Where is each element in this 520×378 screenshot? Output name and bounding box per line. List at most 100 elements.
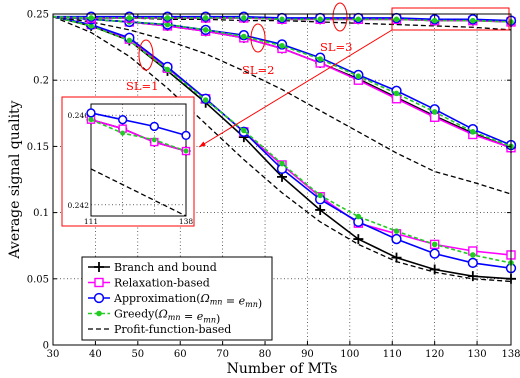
legend-label: Profit-function-based bbox=[114, 323, 231, 336]
legend-label: Greedy(Ωmn = emn) bbox=[114, 308, 220, 326]
series-point-greedy bbox=[355, 16, 362, 23]
sl-label-2: SL=2 bbox=[242, 63, 274, 77]
y-tick-label: 0.05 bbox=[27, 274, 49, 285]
sl1-ellipse bbox=[138, 39, 154, 71]
x-tick-label: 80 bbox=[259, 349, 272, 360]
x-tick-label: 30 bbox=[47, 349, 60, 360]
series-point-greedy bbox=[202, 15, 209, 21]
x-tick-label: 130 bbox=[468, 349, 487, 360]
series-point-greedy bbox=[241, 15, 247, 21]
y-tick-label: 0.2 bbox=[33, 76, 49, 87]
legend: Branch and bound Relaxation-based Approxim… bbox=[81, 256, 273, 341]
series-point-approx bbox=[391, 233, 402, 245]
legend-formula-part: mn bbox=[203, 316, 216, 325]
inset-series-point-approx bbox=[181, 130, 191, 141]
series-point-greedy bbox=[279, 160, 285, 167]
sl-label-1: SL=1 bbox=[126, 79, 158, 93]
legend-label-text: Relaxation-based bbox=[114, 277, 210, 290]
inset-series-point-approx bbox=[149, 121, 159, 132]
zoom-inset: 0.246 0.242 111 138 bbox=[61, 29, 393, 227]
y-tick-label: 0.15 bbox=[27, 142, 49, 153]
series-point-greedy bbox=[241, 33, 247, 40]
series-point-greedy bbox=[202, 97, 209, 103]
legend-formula-part: e bbox=[239, 295, 246, 308]
legend-formula-part: ( bbox=[196, 292, 200, 305]
series-point-greedy bbox=[88, 15, 94, 21]
series-point-approx bbox=[467, 257, 478, 269]
legend-formula-part: Ω bbox=[200, 292, 210, 305]
series-point-greedy bbox=[470, 252, 476, 258]
series-point-greedy bbox=[431, 17, 438, 24]
inset-plot-frame bbox=[90, 103, 187, 217]
series-point-bb bbox=[315, 204, 326, 215]
legend-label-text: Approximation bbox=[113, 292, 196, 305]
series-point-greedy bbox=[317, 16, 323, 23]
legend-formula-part: mn bbox=[210, 298, 223, 307]
legend-marker-approx bbox=[93, 292, 105, 304]
plot-frame bbox=[52, 13, 512, 346]
series-point-greedy bbox=[126, 15, 133, 21]
series-point-greedy bbox=[393, 90, 400, 97]
inset-y-tick-label: 0.246 bbox=[68, 111, 90, 120]
legend-box bbox=[81, 256, 273, 341]
legend-formula-part: mn bbox=[168, 313, 181, 322]
legend-marker-bb bbox=[94, 262, 104, 272]
zoom-arrow bbox=[198, 29, 393, 148]
series-point-greedy bbox=[431, 109, 438, 115]
x-tick-label: 90 bbox=[301, 349, 314, 360]
axis-ticks: 30 40 50 60 70 80 90 100 110 120 130 138 0 0.05 0.1 0.1… bbox=[27, 10, 520, 361]
legend-formula-part: = bbox=[181, 310, 197, 323]
y-tick-label: 0 bbox=[43, 341, 49, 352]
series-point-greedy bbox=[317, 56, 323, 62]
sl2-ellipse bbox=[250, 23, 266, 53]
legend-formula-part: e bbox=[197, 310, 204, 323]
series-point-bb bbox=[353, 234, 364, 245]
legend-formula-part: ) bbox=[216, 313, 220, 326]
series-point-bb bbox=[429, 264, 440, 275]
plot-series bbox=[52, 11, 517, 284]
series-point-greedy bbox=[126, 37, 133, 44]
series-point-greedy bbox=[202, 27, 209, 33]
y-tick-label: 0.25 bbox=[27, 10, 49, 21]
series-group-sl-1 bbox=[52, 15, 517, 284]
legend-formula-part: ) bbox=[258, 297, 262, 310]
series-point-greedy bbox=[279, 42, 285, 49]
inset-series-point-greedy bbox=[151, 137, 157, 143]
x-tick-label: 138 bbox=[501, 349, 520, 360]
x-tick-label: 60 bbox=[174, 349, 187, 360]
inset-series-point-greedy bbox=[183, 148, 189, 154]
series-point-greedy bbox=[317, 192, 323, 199]
series-point-greedy bbox=[164, 15, 171, 21]
legend-formula-part: mn bbox=[245, 300, 258, 309]
legend-marker-relax bbox=[94, 277, 104, 288]
series-point-greedy bbox=[279, 16, 285, 23]
series-point-bb bbox=[391, 252, 402, 263]
inset-x-tick-label: 111 bbox=[84, 217, 98, 226]
sl-label-3: SL=3 bbox=[320, 40, 352, 54]
x-tick-label: 40 bbox=[89, 349, 102, 360]
series-point-approx bbox=[429, 248, 440, 259]
inset-series-point-approx bbox=[86, 108, 96, 118]
inset-series-line-profit bbox=[90, 168, 187, 217]
inset-series-line-relax bbox=[90, 118, 187, 152]
annotations: SL=1 SL=2 SL=3 bbox=[126, 2, 510, 93]
inset-series-line-approx bbox=[90, 112, 187, 137]
legend-formula-part: ( bbox=[154, 308, 158, 321]
series-point-greedy bbox=[470, 17, 476, 24]
legend-label-text: Branch and bound bbox=[114, 261, 217, 274]
series-point-greedy bbox=[393, 16, 400, 23]
series-point-greedy bbox=[355, 73, 362, 80]
series-point-bb bbox=[467, 271, 478, 282]
series-point-greedy bbox=[431, 241, 438, 248]
series-point-greedy bbox=[355, 213, 362, 220]
legend-label: Approximation(Ωmn = emn) bbox=[113, 292, 262, 310]
inset-series-point-greedy bbox=[120, 130, 126, 136]
legend-label: Relaxation-based bbox=[114, 277, 210, 290]
legend-label: Branch and bound bbox=[114, 261, 217, 274]
legend-label-text: Greedy bbox=[114, 308, 155, 321]
inset-y-tick-label: 0.242 bbox=[68, 201, 90, 210]
legend-formula-part: Ω bbox=[158, 308, 168, 321]
y-axis-label: Average signal quality bbox=[7, 100, 23, 259]
inset-series-point-approx bbox=[118, 115, 128, 125]
